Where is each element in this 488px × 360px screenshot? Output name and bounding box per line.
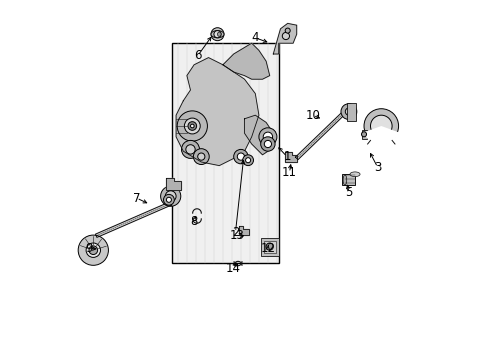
Text: 4: 4 xyxy=(251,31,259,44)
Circle shape xyxy=(197,153,204,160)
Circle shape xyxy=(89,246,98,255)
Polygon shape xyxy=(273,23,296,54)
Polygon shape xyxy=(239,226,248,235)
Circle shape xyxy=(184,118,200,134)
Ellipse shape xyxy=(343,175,346,185)
Circle shape xyxy=(340,104,356,120)
Circle shape xyxy=(177,111,207,141)
Polygon shape xyxy=(284,152,296,162)
Text: 1: 1 xyxy=(283,150,290,163)
Bar xyxy=(264,241,275,253)
Wedge shape xyxy=(363,126,398,145)
Circle shape xyxy=(260,137,275,151)
Circle shape xyxy=(282,32,289,40)
Ellipse shape xyxy=(211,31,224,38)
Bar xyxy=(342,174,354,185)
Circle shape xyxy=(245,158,250,163)
Circle shape xyxy=(185,145,195,154)
Bar xyxy=(261,238,278,256)
Circle shape xyxy=(190,124,194,128)
Circle shape xyxy=(163,194,174,205)
Text: 13: 13 xyxy=(229,229,244,242)
Polygon shape xyxy=(295,108,347,160)
Text: 9: 9 xyxy=(85,242,93,255)
Circle shape xyxy=(233,149,247,164)
Circle shape xyxy=(160,186,181,206)
Circle shape xyxy=(265,243,273,250)
Circle shape xyxy=(213,31,221,38)
Circle shape xyxy=(187,122,196,130)
Circle shape xyxy=(345,108,352,115)
Polygon shape xyxy=(176,58,258,166)
Polygon shape xyxy=(244,115,273,155)
Polygon shape xyxy=(166,178,181,190)
Circle shape xyxy=(86,243,101,257)
Circle shape xyxy=(363,109,398,143)
Bar xyxy=(361,130,366,139)
Polygon shape xyxy=(223,43,269,79)
Circle shape xyxy=(237,153,244,160)
Text: 12: 12 xyxy=(260,242,275,255)
Circle shape xyxy=(264,140,271,148)
Circle shape xyxy=(263,132,272,141)
Ellipse shape xyxy=(349,172,359,177)
Circle shape xyxy=(193,149,209,165)
Text: 6: 6 xyxy=(194,49,201,62)
Bar xyxy=(172,43,278,263)
Text: 8: 8 xyxy=(190,215,197,228)
Text: 3: 3 xyxy=(373,161,381,174)
Text: 5: 5 xyxy=(345,186,352,199)
Circle shape xyxy=(165,191,176,202)
Polygon shape xyxy=(95,202,171,238)
Circle shape xyxy=(242,155,253,166)
Text: 10: 10 xyxy=(305,109,320,122)
Ellipse shape xyxy=(217,32,221,36)
Circle shape xyxy=(361,132,366,137)
Text: 11: 11 xyxy=(282,166,296,179)
Circle shape xyxy=(181,140,199,158)
Circle shape xyxy=(370,115,391,137)
Circle shape xyxy=(78,235,108,265)
Circle shape xyxy=(166,197,171,202)
Text: 14: 14 xyxy=(225,262,240,275)
Text: 7: 7 xyxy=(132,192,140,204)
Circle shape xyxy=(211,28,224,41)
Text: 2: 2 xyxy=(231,226,239,239)
Circle shape xyxy=(285,28,289,33)
Circle shape xyxy=(258,128,276,146)
Bar xyxy=(346,103,355,121)
